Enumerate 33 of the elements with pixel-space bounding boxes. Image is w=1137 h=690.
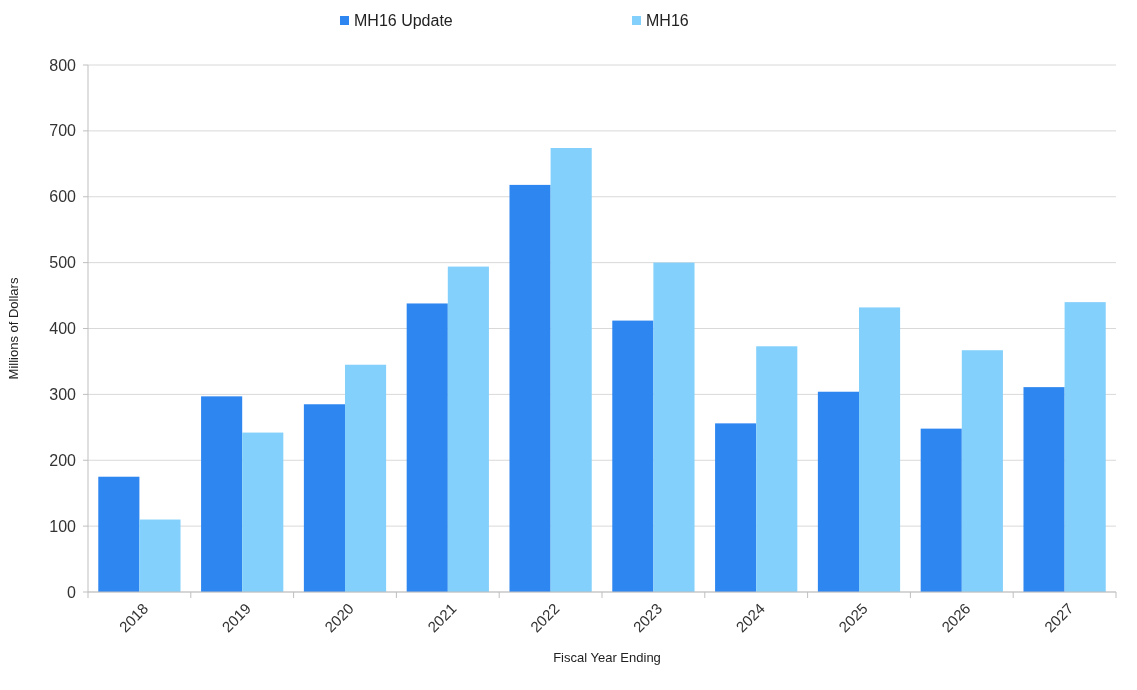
bar — [859, 307, 901, 592]
bar — [406, 303, 448, 592]
bar — [715, 423, 757, 592]
bar — [756, 346, 798, 592]
x-axis-title: Fiscal Year Ending — [553, 650, 661, 665]
bar — [550, 148, 592, 592]
legend-label: MH16 — [646, 12, 689, 29]
y-tick-label: 500 — [49, 254, 77, 272]
y-tick-label: 100 — [49, 517, 77, 535]
y-tick-label: 800 — [49, 56, 77, 74]
bar — [139, 519, 181, 592]
legend-label: MH16 Update — [354, 12, 453, 29]
bar — [201, 396, 243, 592]
bar — [961, 350, 1003, 592]
bar — [817, 391, 859, 592]
bar — [1064, 302, 1106, 592]
bar — [509, 184, 551, 592]
y-tick-label: 0 — [67, 583, 77, 601]
y-tick-label: 400 — [49, 320, 77, 338]
bar — [447, 266, 489, 592]
bar — [345, 364, 387, 592]
bar — [303, 404, 345, 592]
y-tick-label: 600 — [49, 188, 77, 206]
y-axis-title: Millions of Dollars — [6, 277, 21, 380]
bar — [242, 432, 284, 592]
y-tick-label: 300 — [49, 385, 77, 403]
bar — [653, 262, 695, 592]
y-tick-label: 200 — [49, 451, 77, 469]
bar — [612, 320, 654, 592]
bar — [98, 476, 140, 592]
bar — [920, 428, 962, 592]
bar — [1023, 387, 1065, 592]
y-tick-label: 700 — [49, 122, 77, 140]
